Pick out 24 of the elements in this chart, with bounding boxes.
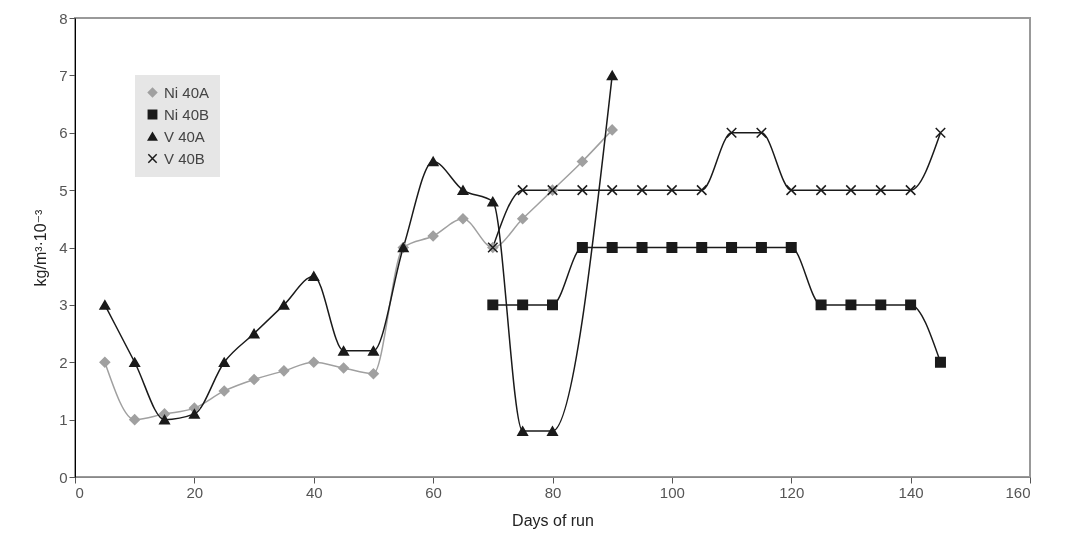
legend-label: Ni 40A xyxy=(164,83,210,101)
y-tick-label: 0 xyxy=(59,468,68,486)
y-tick-label: 5 xyxy=(59,181,68,199)
y-tick-label: 4 xyxy=(59,239,68,256)
x-axis-title: Days of run xyxy=(512,511,594,529)
y-tick-label: 7 xyxy=(59,66,68,84)
y-axis-title: kg/m³·10⁻³ xyxy=(32,208,50,287)
y-tick-label: 6 xyxy=(59,124,68,142)
y-tick-label: 3 xyxy=(59,296,68,314)
y-tick-label: 8 xyxy=(59,9,68,27)
y-tick-label: 2 xyxy=(59,353,68,371)
legend-label: V 40A xyxy=(164,127,205,145)
x-tick-label: 0 xyxy=(75,483,84,501)
x-tick-label: 80 xyxy=(544,483,562,501)
x-tick-label: 60 xyxy=(425,483,442,501)
legend-label: Ni 40B xyxy=(164,105,210,123)
x-tick-label: 140 xyxy=(898,483,924,501)
x-tick-label: 40 xyxy=(305,483,323,501)
x-tick-label: 160 xyxy=(1005,483,1031,501)
y-tick-label: 1 xyxy=(59,411,68,429)
x-tick-label: 20 xyxy=(186,483,204,501)
legend-label: V 40B xyxy=(164,149,205,167)
x-tick-label: 100 xyxy=(659,483,685,501)
x-tick-label: 120 xyxy=(779,483,805,501)
